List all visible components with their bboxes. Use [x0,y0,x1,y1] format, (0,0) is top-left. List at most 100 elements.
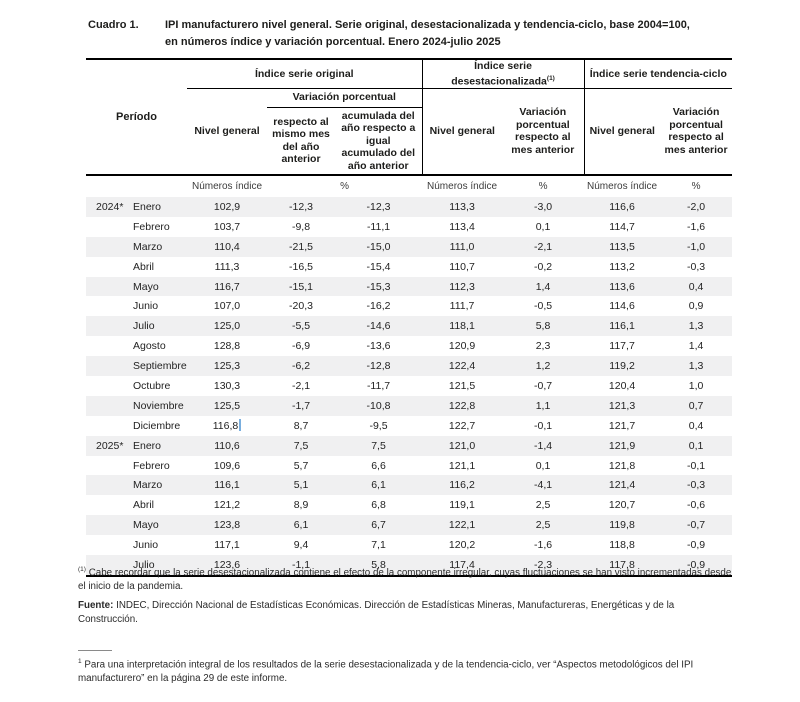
cell-value: 6,8 [371,499,386,512]
cell-value: -0,1 [533,419,553,432]
cell-value: -1,6 [686,220,706,233]
table-title: IPI manufacturero nivel general. Serie o… [165,17,690,51]
cell-value: 109,6 [213,459,241,472]
cell-value: 116,2 [422,475,503,496]
footnote-1-marker: (1) [546,74,555,82]
cell-month: Mayo [133,280,159,293]
cell-value: 116,6 [584,197,661,217]
cell-month: Noviembre [133,399,184,412]
cell-value: 121,5 [448,379,476,392]
cell-value: 1,1 [502,395,585,416]
cell-value: 8,9 [293,499,309,512]
cell-value: -16,2 [366,300,391,313]
table-row: Diciembre 116,8 8,7 -9,5 122,7 -0,1 121,7 0,4 [86,416,732,436]
units-percent: % [538,181,548,192]
cell-period: Marzo [86,236,187,257]
cell-value: 0,4 [688,419,704,432]
cell-value: -1,4 [502,435,585,456]
table-row: Marzo 110,4 -21,5 -15,0 111,0 -2,1 113,5 -1,0 [86,236,733,257]
units-percent: % [691,181,701,192]
cell-value: 116,1 [187,475,267,496]
page-footnote: 1 Para una interpretación integral de lo… [78,658,694,685]
cell-value: 9,4 [293,539,309,552]
table-row: Octubre 130,3 -2,1 -11,7 121,5 -0,7 120,4 1,0 [86,376,732,396]
cell-value: -1,6 [533,539,553,552]
cell-value: -2,3 [502,555,585,577]
cell-value: -9,8 [291,220,311,233]
subgroup-header-variacion-porcentual: Variación porcentual [267,88,423,108]
units-numeros-indice: Números índice [427,181,498,192]
cell-month: Febrero [133,220,170,233]
cell-month: Junio [133,539,159,552]
cell-value: 122,7 [448,419,476,432]
column-header-nivel-desestacionalizada: Nivel general [422,88,503,176]
cell-value: 0,4 [660,276,733,297]
cell-value: -0,7 [533,379,553,392]
cell-value: 125,0 [187,316,267,337]
cell-month: Mayo [133,519,159,532]
cell-value: -2,1 [502,236,585,257]
page-footnote-block: 1 Para una interpretación integral de lo… [78,650,734,691]
cell-value: 117,1 [214,539,240,552]
cell-value: 0,9 [688,300,704,313]
cell-period: Octubre [86,376,187,396]
cell-period: Abril [86,257,187,277]
cell-month: Junio [133,300,159,313]
table-row: Febrero 109,6 5,7 6,6 121,1 0,1 121,8 -0,1 [86,456,732,476]
cell-value: -21,5 [267,236,335,257]
cell-value: 116,1 [584,316,661,337]
cell-value: 2,3 [535,340,551,353]
cell-value: -0,2 [533,260,553,273]
cell-value: 112,3 [422,276,503,297]
cell-value: 102,9 [187,197,267,217]
cell-value: 123,6 [187,555,267,577]
cell-value: -13,6 [366,340,391,353]
cell-value: -12,3 [267,197,335,217]
cell-value: 121,8 [608,459,636,472]
cell-value: 120,4 [608,379,636,392]
cell-value: -9,5 [369,419,388,432]
cell-period: 2024* Enero [86,197,187,217]
column-header-variacion-interanual: respecto al mismo mes del año anterior [267,107,335,176]
cell-value: 130,3 [213,379,241,392]
cell-value: 1,3 [660,316,733,337]
footnote-1-superscript: (1) [78,566,86,573]
cell-value: -0,1 [686,459,706,472]
cell-month: Septiembre [133,360,187,373]
group-header-tendencia-ciclo: Índice serie tendencia-ciclo [584,58,733,89]
cell-value: 110,6 [187,435,267,456]
cell-month: Diciembre [133,419,181,432]
cell-value: -15,3 [335,276,423,297]
cell-period: Julio [86,316,187,337]
cell-period: Julio [86,555,187,577]
cell-value: -15,4 [366,260,391,273]
cell-value: 111,3 [214,260,240,273]
cell-value: 121,1 [448,459,476,472]
cell-value: 1,3 [660,356,733,377]
cell-period: Septiembre [86,356,187,377]
cell-month: Julio [133,558,155,571]
cell-period: Febrero [86,217,187,237]
cell-period: Mayo [86,276,187,297]
cell-value: 110,7 [449,260,475,273]
cell-value: 123,8 [187,515,267,536]
cell-value: 122,1 [422,515,503,536]
table-row: Julio 125,0 -5,5 -14,6 118,1 5,8 116,1 1,3 [86,316,733,337]
cell-value: 122,4 [422,356,503,377]
ipi-data-table: Período Índice serie original Índice ser… [86,58,733,577]
table-row: Junio 117,1 9,4 7,1 120,2 -1,6 118,8 -0,9 [86,535,732,555]
cell-value: 116,7 [187,276,267,297]
cell-value: 120,7 [608,499,636,512]
cell-value: 118,1 [422,316,503,337]
cell-value: 125,5 [187,395,267,416]
source-line: Fuente: INDEC, Dirección Nacional de Est… [78,600,675,626]
cell-value: 0,1 [535,459,551,472]
cell-value: -15,0 [335,236,423,257]
table-title-line2: en números índice y variación porcentual… [165,36,501,48]
cell-period: Mayo [86,515,187,536]
cell-period: Diciembre [86,416,187,436]
cell-value: 1,0 [688,379,704,392]
cell-value: 118,8 [609,539,635,552]
table-row: Abril 111,3 -16,5 -15,4 110,7 -0,2 113,2 -0,3 [86,257,732,277]
